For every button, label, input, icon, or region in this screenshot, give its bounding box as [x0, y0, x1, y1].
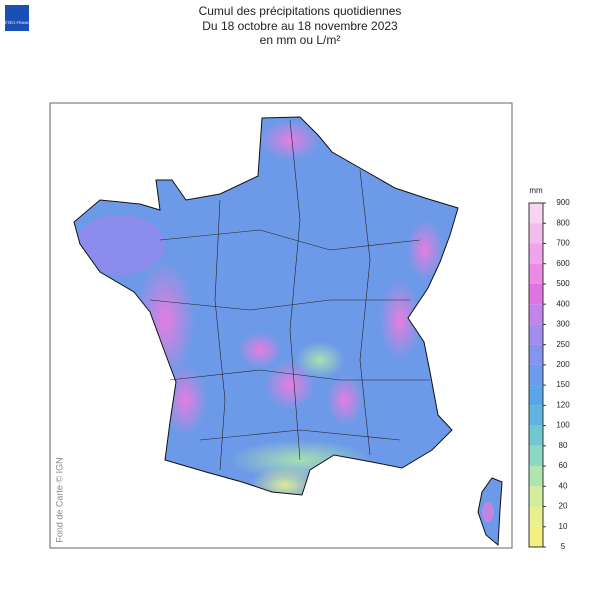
map-frame — [49, 102, 513, 549]
title-line: Cumul des précipitations quotidiennes — [199, 4, 402, 18]
legend: 900 800 700 600 500 400 300 250 200 150 120 100 80 60… — [528, 198, 570, 551]
france-map — [74, 117, 458, 495]
legend-tick-label: 700 — [556, 239, 570, 248]
legend-swatch — [529, 283, 543, 305]
logo-box — [5, 5, 29, 31]
legend-swatch — [529, 405, 543, 426]
legend-tick-label: 20 — [559, 502, 568, 511]
legend-tick-label: 600 — [556, 259, 570, 268]
legend-tick-label: 200 — [556, 360, 570, 369]
legend-tick-label: 80 — [559, 441, 568, 450]
legend-swatch — [529, 223, 543, 244]
legend-swatch — [529, 526, 543, 547]
legend-swatch — [529, 203, 543, 224]
legend-swatch — [529, 445, 543, 467]
legend-swatch — [529, 364, 543, 386]
legend-tick-label: 400 — [556, 299, 570, 308]
legend-swatch — [529, 304, 543, 325]
legend-swatch — [529, 466, 543, 487]
legend-swatch — [529, 263, 543, 284]
credit: Fond de Carte © IGN — [54, 457, 64, 542]
logo-text: MÉTÉO FRANCE — [1, 20, 33, 25]
legend-tick-label: 900 — [556, 198, 570, 207]
legend-swatch — [529, 385, 543, 406]
legend-tick-label: 120 — [556, 400, 570, 409]
legend-tick-label: 100 — [556, 421, 570, 430]
legend-tick-label: 5 — [561, 542, 566, 551]
legend-tick-label: 150 — [556, 380, 570, 389]
legend-swatch — [529, 486, 543, 507]
legend-tick-label: 60 — [559, 461, 568, 470]
legend-frame — [528, 202, 544, 548]
legend-tick-label: 250 — [556, 340, 570, 349]
legend-unit: mm — [529, 186, 543, 195]
legend-tick-label: 40 — [559, 481, 568, 490]
france-outline — [73, 116, 459, 496]
legend-swatch — [529, 344, 543, 365]
department-borders — [149, 119, 430, 471]
corsica-rain — [482, 502, 494, 522]
legend-tick-label: 300 — [556, 320, 570, 329]
legend-swatch — [529, 324, 543, 345]
legend-swatch — [529, 425, 543, 446]
title-line: en mm ou L/m² — [260, 33, 341, 47]
legend-swatch — [529, 243, 543, 264]
legend-tick-label: 500 — [556, 279, 570, 288]
title-line: Du 18 octobre au 18 novembre 2023 — [202, 19, 398, 33]
legend-tick-label: 800 — [556, 218, 570, 227]
legend-tick-label: 10 — [559, 522, 568, 531]
legend-swatch — [529, 506, 543, 527]
